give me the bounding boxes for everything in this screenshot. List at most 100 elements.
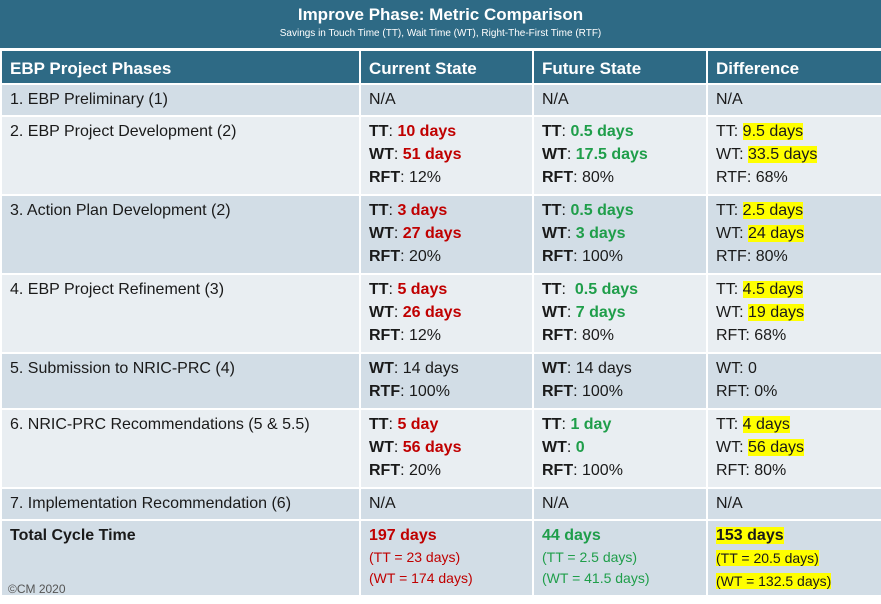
rft-value: 100%: [582, 462, 623, 479]
wt-label: WT: [369, 225, 394, 242]
future-cell: TT: 0.5 days WT: 17.5 days RFT: 80%: [532, 115, 708, 196]
wt-value: 26 days: [402, 304, 462, 321]
wt-value: 14 days: [575, 360, 632, 377]
phase-cell: 5. Submission to NRIC-PRC (4): [0, 352, 361, 410]
tt-label: TT:: [716, 123, 739, 140]
wt-value: 56 days: [402, 439, 462, 456]
rft-value: RTF: 68%: [716, 169, 788, 186]
rft-label: RFT: [542, 169, 574, 186]
wt-value: 0: [575, 439, 585, 456]
tt-value: 4 days: [742, 416, 790, 433]
column-header-difference: Difference: [706, 49, 881, 85]
wt-label: WT: [369, 439, 394, 456]
future-cell: TT: 0.5 days WT: 3 days RFT: 100%: [532, 194, 708, 275]
table-row: 1. EBP Preliminary (1) N/A N/A N/A: [0, 83, 881, 117]
difference-cell: N/A: [706, 83, 881, 117]
table-row: 6. NRIC-PRC Recommendations (5 & 5.5) TT…: [0, 408, 881, 489]
table-row: 2. EBP Project Development (2) TT: 10 da…: [0, 115, 881, 196]
total-future-tt: (TT = 2.5 days): [542, 549, 638, 565]
wt-label: WT: [369, 146, 394, 163]
table-row: 3. Action Plan Development (2) TT: 3 day…: [0, 194, 881, 275]
difference-cell: TT: 4 days WT: 56 days RFT: 80%: [706, 408, 881, 489]
tt-value: 0.5 days: [570, 202, 634, 219]
rft-value: 12%: [409, 169, 442, 186]
rft-value: 80%: [582, 169, 615, 186]
wt-value: 17.5 days: [575, 146, 648, 163]
rft-value: 80%: [582, 327, 615, 344]
wt-label: WT:: [716, 146, 744, 163]
future-cell: N/A: [532, 487, 708, 521]
total-current-tt: (TT = 23 days): [369, 549, 461, 565]
rft-value: RFT: 68%: [716, 327, 787, 344]
total-difference-main: 153 days: [716, 527, 784, 544]
rft-label: RFT: [542, 248, 574, 265]
rft-value: 100%: [582, 248, 623, 265]
phase-cell: 6. NRIC-PRC Recommendations (5 & 5.5): [0, 408, 361, 489]
difference-cell: TT: 9.5 days WT: 33.5 days RTF: 68%: [706, 115, 881, 196]
rft-value: 20%: [409, 462, 442, 479]
table-row: 5. Submission to NRIC-PRC (4) WT: 14 day…: [0, 352, 881, 410]
difference-cell: WT: 0 RFT: 0%: [706, 352, 881, 410]
wt-value: 19 days: [748, 304, 805, 321]
table-row: 4. EBP Project Refinement (3) TT: 5 days…: [0, 273, 881, 354]
phase-cell: 1. EBP Preliminary (1): [0, 83, 361, 117]
rft-label: RFT: [369, 169, 401, 186]
wt-label: WT:: [716, 439, 744, 456]
tt-label: TT: [542, 281, 562, 298]
tt-value: 9.5 days: [742, 123, 804, 140]
rft-label: RFT: [542, 327, 574, 344]
page-subtitle: Savings in Touch Time (TT), Wait Time (W…: [279, 28, 602, 39]
wt-value: WT: 0: [716, 360, 757, 377]
rft-value: 100%: [582, 383, 623, 400]
phase-cell: 2. EBP Project Development (2): [0, 115, 361, 196]
total-current-wt: (WT = 174 days): [369, 570, 473, 586]
tt-label: TT: [369, 416, 389, 433]
tt-label: TT: [369, 123, 389, 140]
wt-label: WT:: [716, 225, 744, 242]
wt-label: WT:: [716, 304, 744, 321]
current-cell: TT: 5 days WT: 26 days RFT: 12%: [359, 273, 534, 354]
tt-label: TT:: [716, 281, 739, 298]
wt-value: 7 days: [575, 304, 626, 321]
rft-value: 20%: [409, 248, 442, 265]
tt-value: 10 days: [397, 123, 457, 140]
title-banner: Improve Phase: Metric Comparison Savings…: [0, 0, 881, 48]
phase-cell: 3. Action Plan Development (2): [0, 194, 361, 275]
wt-value: 56 days: [748, 439, 805, 456]
wt-label: WT: [542, 225, 567, 242]
wt-value: 24 days: [748, 225, 805, 242]
current-cell: TT: 5 day WT: 56 days RFT: 20%: [359, 408, 534, 489]
tt-label: TT:: [716, 416, 739, 433]
phase-cell: 7. Implementation Recommendation (6): [0, 487, 361, 521]
tt-label: TT: [542, 202, 562, 219]
rft-label: RFT: [369, 327, 401, 344]
wt-value: 3 days: [575, 225, 626, 242]
difference-cell: N/A: [706, 487, 881, 521]
wt-label: WT: [542, 439, 567, 456]
rft-value: RFT: 0%: [716, 383, 778, 400]
column-header-future: Future State: [532, 49, 708, 85]
future-cell: TT: 0.5 days WT: 7 days RFT: 80%: [532, 273, 708, 354]
rft-label: RFT: [369, 248, 401, 265]
rft-label: RFT: [369, 462, 401, 479]
tt-value: 2.5 days: [742, 202, 804, 219]
tt-label: TT: [542, 416, 562, 433]
metric-comparison-table: EBP Project Phases Current State Future …: [0, 49, 881, 597]
total-current-cell: 197 days (TT = 23 days) (WT = 174 days): [359, 519, 534, 597]
table-row: 7. Implementation Recommendation (6) N/A…: [0, 487, 881, 521]
phase-cell: 4. EBP Project Refinement (3): [0, 273, 361, 354]
current-cell: N/A: [359, 487, 534, 521]
tt-label: TT: [542, 123, 562, 140]
wt-label: WT: [369, 360, 394, 377]
difference-cell: TT: 4.5 days WT: 19 days RFT: 68%: [706, 273, 881, 354]
rft-value: RFT: 80%: [716, 462, 787, 479]
total-difference-wt: (WT = 132.5 days): [716, 573, 832, 589]
wt-label: WT: [542, 360, 567, 377]
current-cell: WT: 14 days RTF: 100%: [359, 352, 534, 410]
column-header-current: Current State: [359, 49, 534, 85]
total-future-cell: 44 days (TT = 2.5 days) (WT = 41.5 days): [532, 519, 708, 597]
rft-label: RTF: [369, 383, 401, 400]
tt-value: 3 days: [397, 202, 448, 219]
future-cell: N/A: [532, 83, 708, 117]
rft-label: RFT: [542, 383, 574, 400]
